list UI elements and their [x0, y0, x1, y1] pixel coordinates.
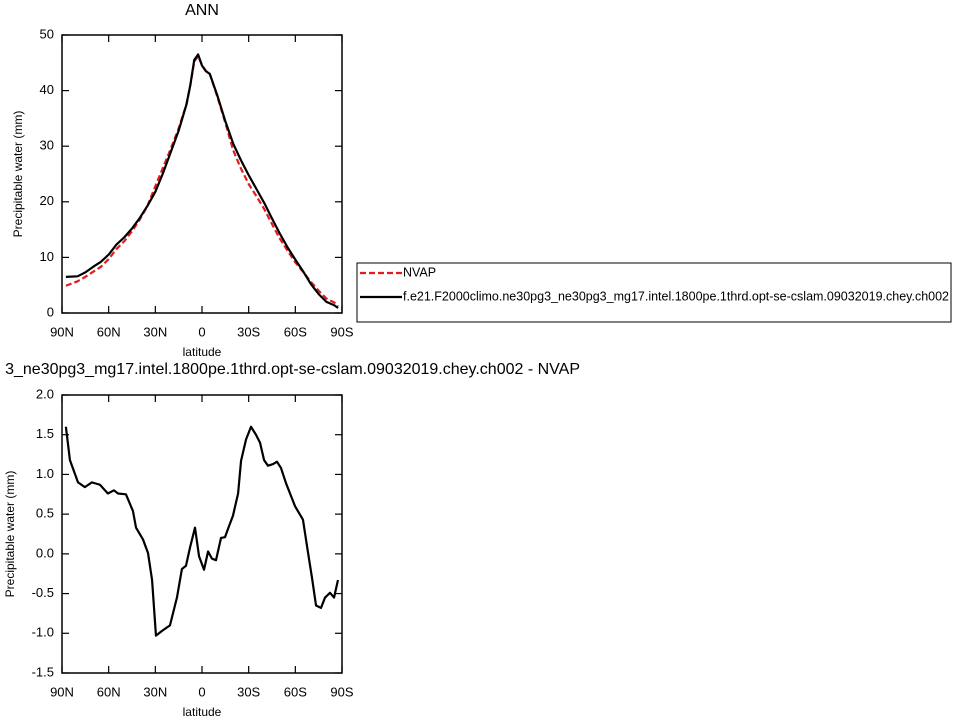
x-tick-label: 30N — [143, 684, 167, 699]
x-tick-label: 30N — [143, 324, 167, 339]
y-tick-label: 0 — [47, 304, 54, 319]
x-tick-label: 90N — [50, 324, 74, 339]
x-axis-label: latitude — [183, 345, 222, 359]
legend-box — [356, 262, 952, 323]
plot-frame — [61, 394, 343, 674]
y-tick-label: -0.5 — [32, 585, 54, 600]
x-tick-label: 30S — [237, 324, 260, 339]
x-tick-label: 0 — [198, 684, 205, 699]
y-tick-label: 2.0 — [36, 386, 54, 401]
data-line — [65, 55, 339, 308]
y-tick-label: 10 — [40, 249, 54, 264]
x-tick-label: 60N — [97, 684, 121, 699]
y-tick-label: -1.5 — [32, 664, 54, 679]
x-axis-label: latitude — [183, 705, 222, 719]
plot-frame — [61, 34, 343, 314]
y-tick-label: 1.0 — [36, 466, 54, 481]
x-tick-label: 90S — [330, 684, 353, 699]
x-tick-label: 60N — [97, 324, 121, 339]
y-tick-label: 0.0 — [36, 545, 54, 560]
chart-title: 3_ne30pg3_mg17.intel.1800pe.1thrd.opt-se… — [5, 361, 580, 378]
y-axis-label: Precipitable water (mm) — [11, 111, 25, 238]
data-line — [64, 425, 340, 637]
y-tick-label: 40 — [40, 82, 54, 97]
x-tick-label: 90S — [330, 324, 353, 339]
data-line — [65, 53, 339, 309]
chart-title: ANN — [185, 2, 219, 19]
y-tick-label: 1.5 — [36, 426, 54, 441]
y-axis-label: Precipitable water (mm) — [3, 471, 17, 598]
legend-label: f.e21.F2000climo.ne30pg3_ne30pg3_mg17.in… — [403, 289, 949, 303]
y-tick-label: 20 — [40, 193, 54, 208]
y-tick-label: 30 — [40, 138, 54, 153]
x-tick-label: 60S — [284, 324, 307, 339]
y-tick-label: 0.5 — [36, 506, 54, 521]
x-tick-label: 90N — [50, 684, 74, 699]
x-tick-label: 60S — [284, 684, 307, 699]
y-tick-label: 50 — [40, 26, 54, 41]
legend-label: NVAP — [403, 265, 436, 279]
x-tick-label: 30S — [237, 684, 260, 699]
y-tick-label: -1.0 — [32, 625, 54, 640]
x-tick-label: 0 — [198, 324, 205, 339]
